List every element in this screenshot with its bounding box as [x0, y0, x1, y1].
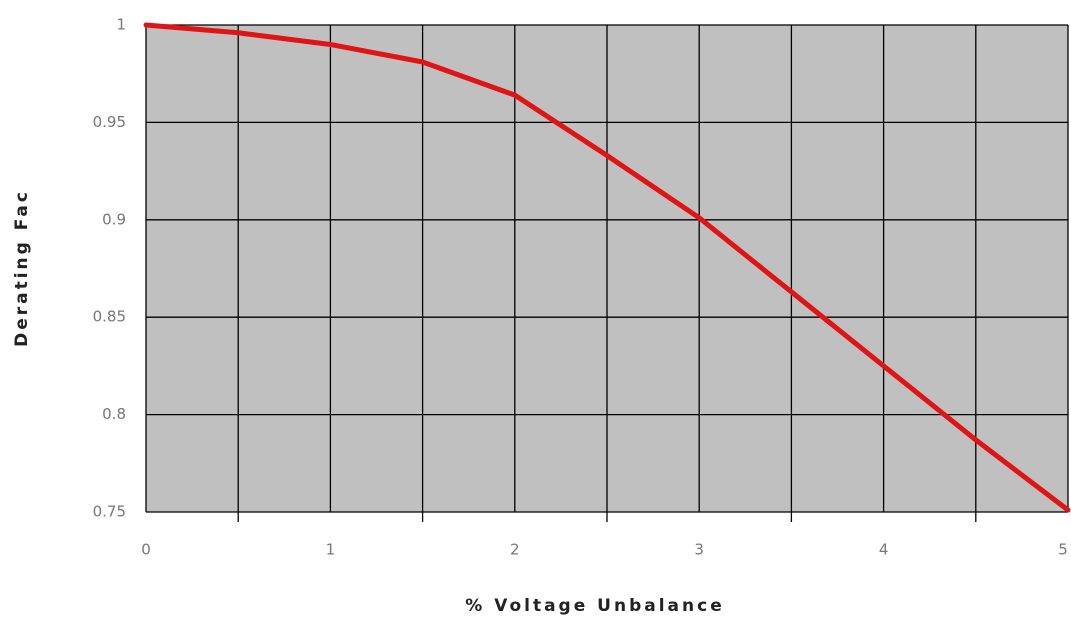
y-tick-label: 0.8: [102, 405, 126, 423]
data-line: [143, 22, 1071, 513]
y-axis-title: Derating Fac: [12, 189, 32, 347]
y-tick-label: 0.95: [93, 113, 126, 131]
x-tick-label: 1: [326, 541, 336, 559]
y-tick-label: 0.85: [93, 308, 126, 326]
x-tick-label: 4: [879, 541, 889, 559]
x-tick-label: 2: [510, 541, 520, 559]
x-tick-label: 0: [141, 541, 151, 559]
x-tick-label: 3: [694, 541, 704, 559]
y-tick-label: 0.75: [93, 503, 126, 521]
x-tick-label: 5: [1058, 541, 1068, 559]
y-tick-label: 0.9: [102, 210, 126, 228]
y-tick-label: 1: [116, 16, 126, 34]
x-axis-title: % Voltage Unbalance: [465, 596, 724, 616]
